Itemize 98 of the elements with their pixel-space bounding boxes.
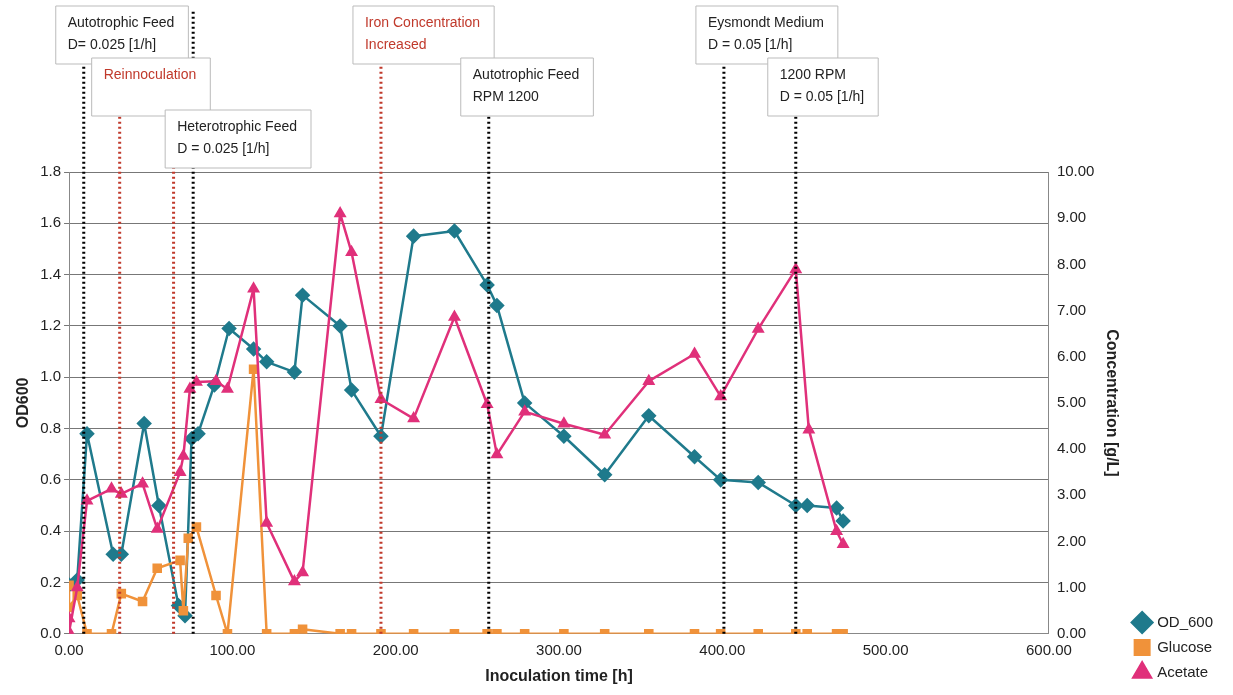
y-tick-label: 1.6 bbox=[40, 213, 62, 231]
y-tick-label: 1.2 bbox=[40, 316, 62, 334]
point bbox=[558, 417, 570, 428]
point bbox=[136, 416, 152, 431]
point bbox=[332, 318, 348, 334]
point bbox=[136, 477, 149, 488]
point bbox=[344, 382, 359, 398]
point bbox=[408, 412, 420, 423]
point bbox=[248, 282, 260, 293]
point bbox=[489, 298, 505, 313]
point bbox=[115, 487, 127, 498]
y-tick-label: 0.2 bbox=[40, 572, 62, 590]
y-tick-label: 0.4 bbox=[40, 521, 62, 539]
x-tick-label: 100.00 bbox=[209, 640, 256, 658]
point bbox=[556, 429, 572, 444]
y-tick-label: 1.8 bbox=[40, 162, 62, 180]
annotation: Autotrophic Feed D= 0.025 [1/h] bbox=[67, 13, 175, 52]
point bbox=[448, 310, 461, 321]
point bbox=[210, 374, 222, 385]
point bbox=[183, 533, 194, 543]
point bbox=[177, 449, 189, 460]
legend-label: Acetate bbox=[1157, 662, 1209, 680]
point bbox=[137, 596, 148, 607]
annotation: Eysmondt Medium D = 0.05 [1/h] bbox=[707, 13, 824, 52]
y2-tick-label: 9.00 bbox=[1056, 208, 1087, 226]
point bbox=[221, 321, 237, 336]
y2-tick-label: 2.00 bbox=[1056, 531, 1087, 549]
y-tick-label: 0.0 bbox=[40, 623, 62, 641]
y2-tick-label: 3.00 bbox=[1056, 485, 1087, 503]
point bbox=[295, 287, 310, 303]
point bbox=[519, 405, 531, 416]
x-tick-label: 400.00 bbox=[699, 640, 746, 658]
point bbox=[837, 537, 849, 548]
x-tick-label: 0.00 bbox=[54, 640, 84, 658]
point bbox=[750, 475, 766, 490]
ref-line-label: Reinnoculation bbox=[103, 65, 197, 82]
point bbox=[641, 408, 657, 423]
point bbox=[643, 374, 655, 385]
legend-label: Glucose bbox=[1157, 637, 1213, 655]
point bbox=[151, 498, 167, 513]
point bbox=[175, 555, 185, 566]
point bbox=[151, 522, 163, 533]
y2-tick-label: 10.00 bbox=[1056, 162, 1095, 180]
point bbox=[190, 426, 206, 441]
point bbox=[829, 500, 844, 516]
point bbox=[261, 516, 273, 527]
y2-tick-label: 7.00 bbox=[1056, 300, 1087, 318]
x-tick-label: 300.00 bbox=[536, 640, 582, 658]
point bbox=[835, 513, 851, 529]
point bbox=[599, 428, 611, 439]
y2-axis-title: Concentration [g/L] bbox=[1103, 329, 1121, 477]
point bbox=[174, 465, 186, 476]
y2-tick-label: 8.00 bbox=[1056, 254, 1087, 272]
point bbox=[334, 207, 346, 218]
x-tick-label: 600.00 bbox=[1025, 640, 1072, 658]
y-axis-title: OD600 bbox=[14, 377, 32, 429]
point bbox=[211, 590, 221, 601]
point bbox=[152, 563, 163, 574]
point bbox=[297, 566, 309, 577]
y2-tick-label: 0.00 bbox=[1056, 623, 1087, 641]
y2-tick-label: 6.00 bbox=[1056, 346, 1087, 364]
point bbox=[803, 423, 815, 434]
point bbox=[191, 522, 202, 532]
annotation: Heterotrophic Feed D = 0.025 [1/h] bbox=[177, 117, 298, 156]
point bbox=[248, 364, 259, 374]
x-tick-label: 200.00 bbox=[372, 640, 419, 658]
y2-tick-label: 5.00 bbox=[1056, 393, 1087, 411]
point bbox=[178, 605, 189, 616]
annotation: 1200 RPM D = 0.05 [1/h] bbox=[779, 65, 865, 104]
point bbox=[688, 347, 701, 358]
point bbox=[597, 467, 612, 482]
point bbox=[79, 426, 95, 441]
point bbox=[752, 322, 764, 333]
ref-line-label: Iron Concentration Increased bbox=[364, 13, 481, 52]
point bbox=[259, 354, 274, 370]
point bbox=[491, 448, 503, 459]
point bbox=[184, 382, 196, 393]
x-axis-title: Inoculation time [h] bbox=[485, 666, 633, 684]
y-tick-label: 0.8 bbox=[40, 418, 62, 436]
point bbox=[687, 449, 702, 465]
y-tick-label: 1.0 bbox=[40, 367, 62, 385]
point bbox=[799, 498, 815, 513]
legend-label: OD_600 bbox=[1157, 612, 1214, 630]
point bbox=[406, 228, 421, 244]
point bbox=[288, 575, 300, 586]
annotation: Autotrophic Feed RPM 1200 bbox=[472, 65, 580, 104]
y-tick-label: 0.6 bbox=[40, 470, 62, 488]
point bbox=[447, 223, 462, 239]
point bbox=[71, 581, 83, 592]
point bbox=[297, 624, 308, 634]
x-tick-label: 500.00 bbox=[862, 640, 909, 658]
point bbox=[81, 494, 93, 505]
y2-tick-label: 1.00 bbox=[1056, 577, 1087, 595]
y2-tick-label: 4.00 bbox=[1056, 439, 1087, 457]
point bbox=[105, 482, 118, 493]
point bbox=[287, 364, 302, 380]
y-tick-label: 1.4 bbox=[40, 264, 62, 282]
point bbox=[221, 382, 234, 393]
